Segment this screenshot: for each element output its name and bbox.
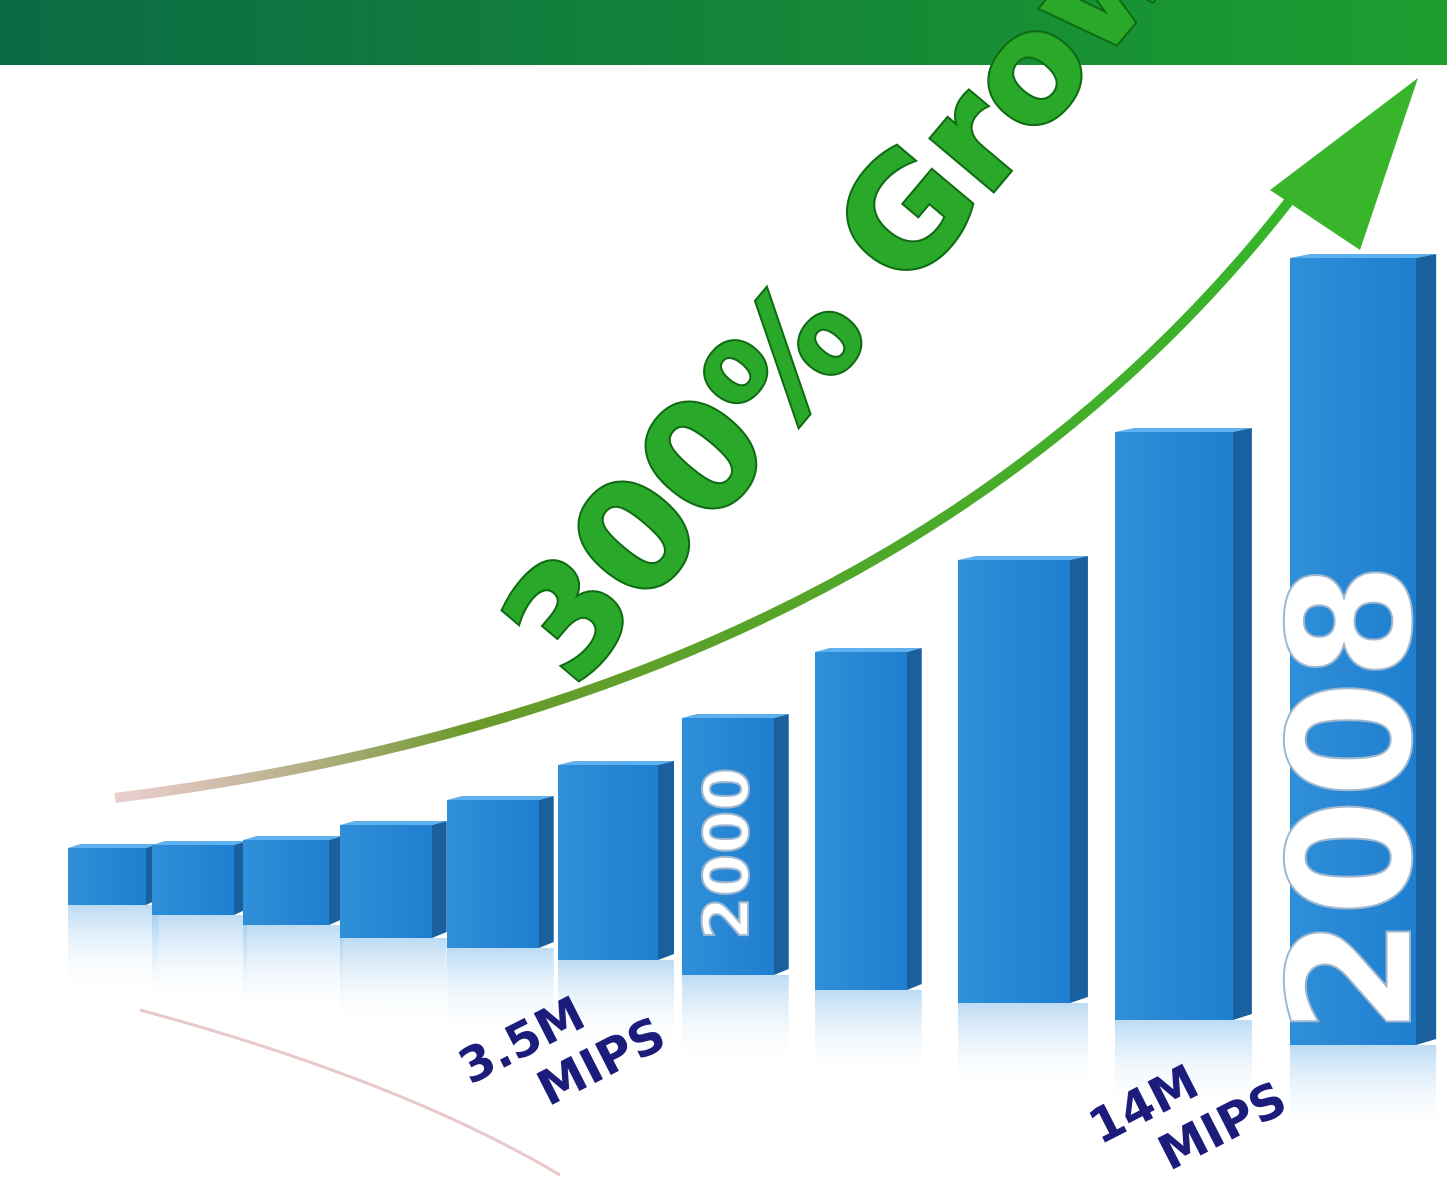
bar-reflection — [682, 975, 789, 1065]
bar-front — [558, 765, 658, 960]
bar-front — [958, 560, 1070, 1003]
bar-top — [340, 821, 447, 825]
bar-top — [152, 841, 248, 845]
bar-top — [447, 796, 554, 800]
bar-side — [1416, 254, 1437, 1045]
bar-side — [907, 648, 922, 990]
bar-top — [1115, 428, 1252, 432]
bar-top — [558, 761, 674, 765]
bar-reflection — [815, 990, 922, 1080]
bar-front — [682, 718, 774, 975]
bars — [68, 254, 1437, 1135]
bar-front — [815, 652, 907, 990]
bar-front — [1290, 258, 1416, 1045]
bar-side — [1070, 556, 1088, 1003]
bar-side — [539, 796, 554, 948]
bar-reflection — [243, 925, 343, 1015]
bar-side — [658, 761, 674, 960]
bar-front — [243, 840, 329, 925]
bar-reflection — [68, 905, 159, 995]
arrow-head — [1270, 78, 1418, 250]
bar-top — [682, 714, 789, 718]
bar-front — [68, 848, 146, 905]
floor-curve — [139, 1008, 561, 1177]
bar-top — [1290, 254, 1437, 258]
bar-side — [432, 821, 447, 938]
bar-front — [340, 825, 432, 938]
bar-top — [68, 844, 159, 848]
end-year: 2008 — [1253, 562, 1447, 1035]
bar-reflection — [152, 915, 248, 1005]
bar-top — [243, 836, 343, 840]
bar-reflection — [958, 1003, 1088, 1093]
bar-reflection — [340, 938, 447, 1028]
bar-reflection — [1115, 1020, 1252, 1110]
bar-top — [958, 556, 1088, 560]
bar-side — [1233, 428, 1252, 1020]
bar-reflection — [1290, 1045, 1437, 1135]
growth-arrow — [114, 196, 1294, 803]
bar-front — [152, 845, 234, 915]
bar-front — [447, 800, 539, 948]
bar-side — [774, 714, 789, 975]
bar-front — [1115, 432, 1233, 1020]
bar-reflection — [447, 948, 554, 1038]
bar-reflection — [558, 960, 674, 1050]
header-band — [0, 0, 1447, 65]
bar-side — [329, 836, 343, 925]
bar-top — [815, 648, 922, 652]
start-year: 2000 — [690, 767, 763, 940]
